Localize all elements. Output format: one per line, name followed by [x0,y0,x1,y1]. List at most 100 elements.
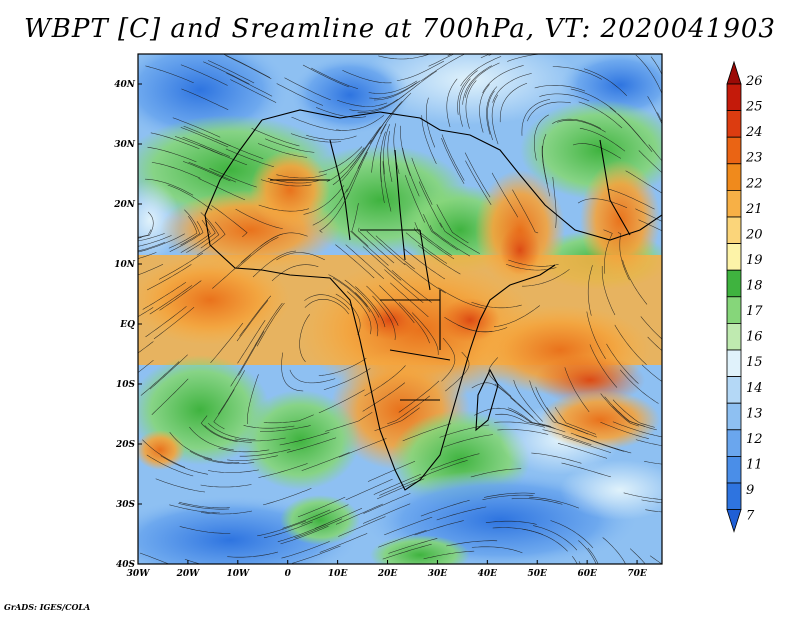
streamline [335,503,384,525]
streamline [350,230,389,266]
streamline [375,235,415,270]
streamline [600,393,640,427]
colorbar-label: 12 [746,432,763,447]
streamline [557,119,606,133]
streamline [160,455,208,475]
streamline [423,213,458,251]
streamline [552,66,602,80]
streamline [521,99,551,136]
streamline [404,262,446,294]
streamline [237,320,266,364]
streamline [464,62,500,99]
lon-tick-label: 10W [226,569,250,579]
streamline [235,208,283,229]
streamline [318,146,363,173]
streamline [151,378,189,415]
streamline [371,123,387,173]
streamline [225,148,274,167]
streamline [421,115,437,165]
streamline [318,357,367,376]
streamline [355,292,379,337]
streamline [617,232,630,281]
streamline [436,204,469,244]
streamline [138,229,152,238]
streamline [199,145,248,166]
streamline [635,208,662,222]
streamline [438,287,485,309]
streamline [575,434,625,452]
streamline [532,525,578,551]
streamline [612,421,662,438]
streamline [260,179,312,187]
streamline [403,248,446,280]
streamline [363,493,411,514]
longitude-axis: 30W 20W 10W 0 10E 20E 30E 40E 50E 60E 70E [127,560,647,579]
streamline [589,344,618,388]
streamline [207,469,259,473]
streamline [189,426,234,451]
streamline [400,125,411,176]
streamline [529,496,579,509]
streamline [179,526,231,534]
streamline [186,219,216,253]
streamline [587,547,599,564]
streamline [142,281,187,310]
streamline [138,241,166,252]
streamline [635,54,662,95]
streamline [224,54,271,78]
streamline [419,459,468,478]
streamline [304,299,349,315]
streamline [279,432,330,446]
streamline [387,131,393,182]
streamline [541,145,551,197]
lon-tick-label: 0 [285,569,292,579]
streamline [474,407,523,417]
streamline [603,229,613,274]
streamline [200,415,238,442]
streamline [159,280,202,311]
lon-tick-label: 10E [328,569,348,579]
streamline [378,54,429,60]
colorbar-swatch [726,163,742,191]
streamline [138,264,164,276]
colorbar: 26 25 24 23 22 21 20 19 18 17 16 15 14 13 12 11 9 7 [726,60,763,533]
streamline [281,541,330,559]
streamline [230,79,277,103]
streamline [510,397,552,427]
streamline [465,80,477,129]
streamline [323,368,371,390]
streamline [239,295,272,337]
lat-tick-label: 40N [114,80,136,90]
streamline [138,359,154,373]
streamline [441,137,465,184]
streamline [457,70,478,115]
lat-tick-label: 20S [115,440,136,450]
streamline [335,244,375,279]
streamline [312,188,348,226]
streamline [178,503,230,510]
streamline [179,501,230,509]
streamline [391,270,432,303]
colorbar-label: 7 [746,509,755,524]
streamline [290,133,342,143]
streamline [196,221,226,256]
streamline [587,265,593,316]
streamline [172,117,221,138]
streamline [491,172,519,218]
streamline [238,331,265,376]
lon-tick-label: 70E [627,569,647,579]
streamline [402,147,420,197]
streamline [151,162,201,179]
streamline [570,88,617,113]
streamline [138,233,185,253]
streamline [243,425,295,429]
streamline [282,509,331,529]
streamline [167,184,213,211]
streamline [226,72,273,97]
streamline [299,314,311,362]
colorbar-swatch [726,455,742,484]
streamline [142,439,186,468]
colorbar-swatch [726,402,742,431]
streamline [423,550,475,560]
colorbar-label: 11 [746,457,763,472]
